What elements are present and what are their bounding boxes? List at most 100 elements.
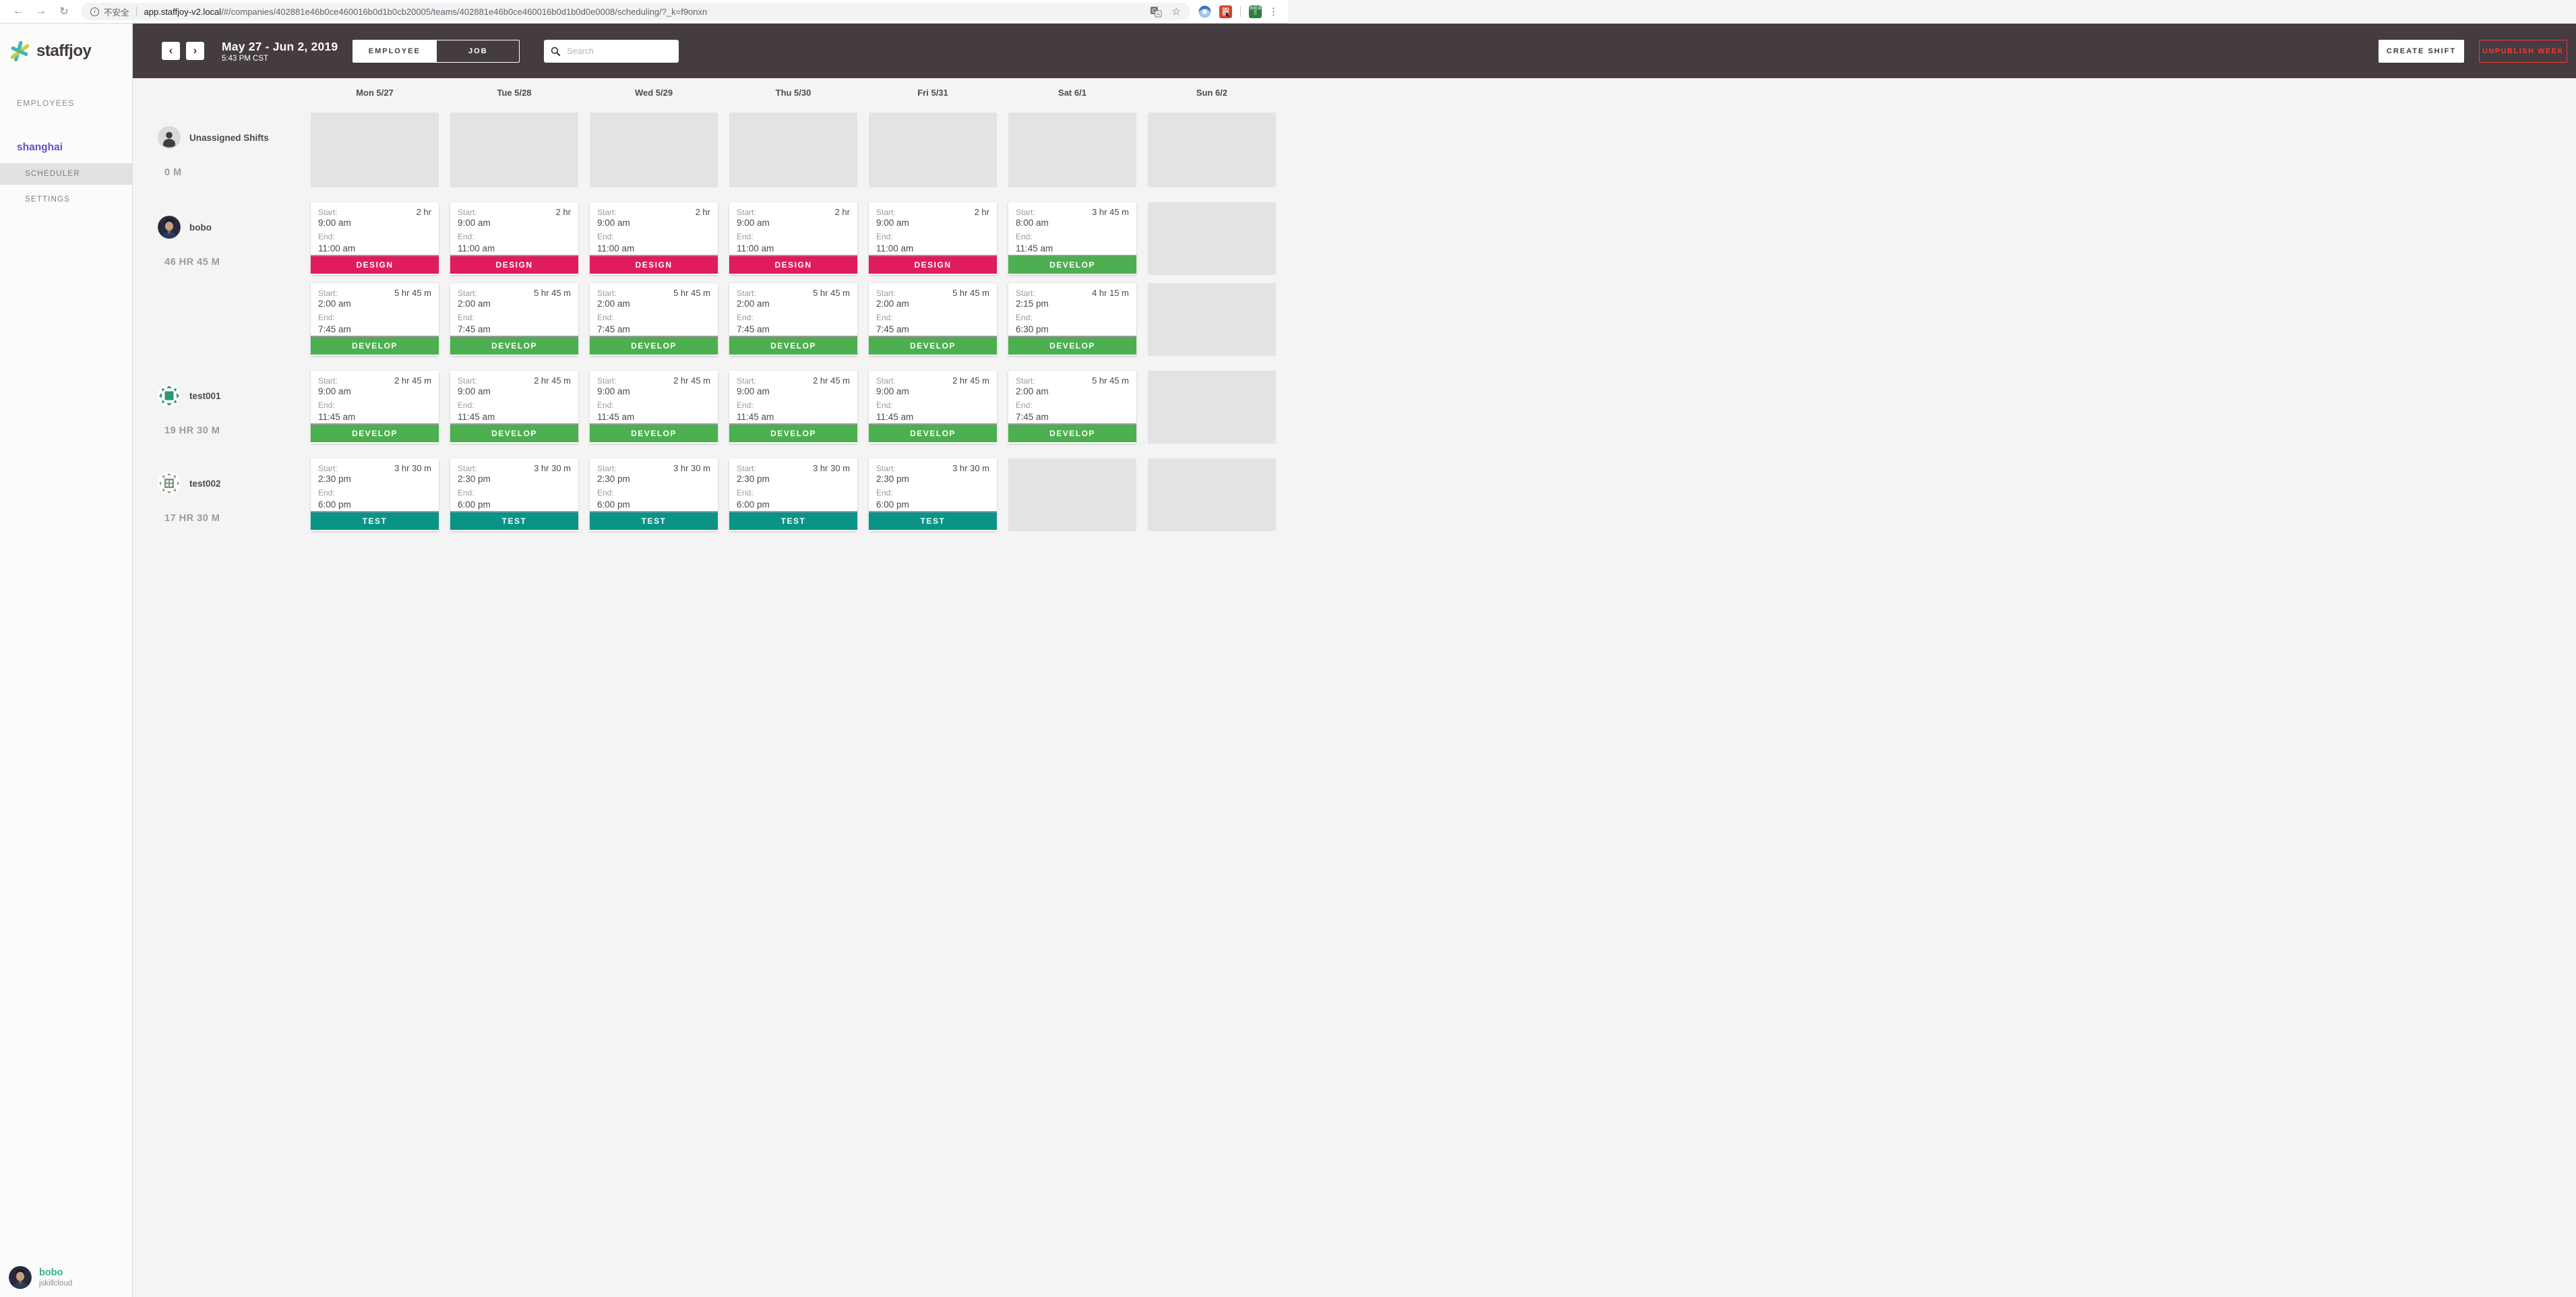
shift-card[interactable]: Start: 5 hr 45 m 2:00 am End: 7:45 am DEVELOP [869, 283, 997, 356]
shift-job-badge[interactable]: DEVELOP [450, 423, 578, 442]
shift-card[interactable]: Start: 2 hr 9:00 am End: 11:00 am DESIGN [450, 202, 578, 275]
shift-job-badge[interactable]: DESIGN [590, 255, 718, 274]
week-date-block: May 27 - Jun 2, 2019 5:43 PM CST [222, 40, 338, 63]
employee-row-label: bobo 46 HR 45 M [133, 202, 311, 356]
shift-card[interactable]: Start: 3 hr 30 m 2:30 pm End: 6:00 pm TEST [869, 458, 997, 531]
shift-job-badge[interactable]: TEST [311, 511, 439, 530]
shift-start-time: 2:15 pm [1016, 299, 1049, 309]
shift-job-badge[interactable]: DEVELOP [869, 336, 997, 355]
current-user[interactable]: bobo jskillcloud [9, 1266, 72, 1289]
shift-end-time: 11:45 am [1016, 243, 1053, 253]
extension-green-seal-icon[interactable]: 微掘课艺 [1249, 5, 1262, 18]
extension-red-atom-icon[interactable] [1219, 5, 1232, 18]
shift-end-time: 6:00 pm [318, 500, 351, 510]
shift-card[interactable]: Start: 2 hr 45 m 9:00 am End: 11:45 am DEVELO… [869, 371, 997, 444]
shift-job-badge[interactable]: DEVELOP [869, 423, 997, 442]
shift-job-badge[interactable]: DEVELOP [1008, 255, 1136, 274]
user-name: bobo [39, 1267, 63, 1278]
browser-back-icon[interactable]: ← [13, 5, 24, 17]
employee-name: Unassigned Shifts [189, 132, 269, 143]
shift-card[interactable]: Start: 2 hr 9:00 am End: 11:00 am DESIGN [311, 202, 439, 275]
info-icon[interactable]: i [90, 7, 99, 16]
shift-job-badge[interactable]: DESIGN [729, 255, 857, 274]
employee-weekly-hours: 17 HR 30 M [164, 513, 220, 524]
shift-card[interactable]: Start: 4 hr 15 m 2:15 pm End: 6:30 pm DEVELOP [1008, 283, 1136, 356]
shift-card[interactable]: Start: 2 hr 45 m 9:00 am End: 11:45 am DEVELO… [450, 371, 578, 444]
shift-job-badge[interactable]: DEVELOP [590, 336, 718, 355]
shift-job-badge[interactable]: DEVELOP [729, 336, 857, 355]
shift-duration: 5 hr 45 m [1092, 375, 1129, 386]
shift-job-badge[interactable]: DEVELOP [1008, 336, 1136, 355]
shift-job-badge[interactable]: TEST [450, 511, 578, 530]
employee-name: bobo [189, 222, 212, 233]
shift-job-badge[interactable]: DEVELOP [311, 336, 439, 355]
translate-icon[interactable]: G A [1150, 5, 1162, 18]
job-view-button[interactable]: JOB [436, 39, 520, 63]
shift-card[interactable]: Start: 3 hr 30 m 2:30 pm End: 6:00 pm TEST [590, 458, 718, 531]
shift-job-badge[interactable]: DESIGN [311, 255, 439, 274]
shift-card[interactable]: Start: 3 hr 30 m 2:30 pm End: 6:00 pm TEST [450, 458, 578, 531]
shift-card[interactable]: Start: 5 hr 45 m 2:00 am End: 7:45 am DEVELOP [1008, 371, 1136, 444]
staffjoy-logo[interactable]: staffjoy [0, 24, 132, 78]
browser-forward-icon[interactable]: → [36, 5, 47, 17]
sidebar-item-scheduler[interactable]: SCHEDULER [0, 163, 132, 185]
employee-name: test002 [189, 478, 221, 489]
shift-card[interactable]: Start: 5 hr 45 m 2:00 am End: 7:45 am DEVELOP [311, 283, 439, 356]
shift-card[interactable]: Start: 2 hr 9:00 am End: 11:00 am DESIGN [729, 202, 857, 275]
url-host: app.staffjoy-v2.local [144, 6, 222, 17]
extension-blue-swirl-icon[interactable] [1198, 5, 1211, 18]
shift-start-label: Start: [737, 376, 756, 386]
shift-end-label: End: [1016, 232, 1033, 241]
shift-start-label: Start: [318, 464, 338, 473]
shift-card[interactable]: Start: 5 hr 45 m 2:00 am End: 7:45 am DEVELOP [450, 283, 578, 356]
empty-shift-slot [729, 113, 857, 187]
shift-card[interactable]: Start: 2 hr 45 m 9:00 am End: 11:45 am DEVELO… [729, 371, 857, 444]
employee-row-label: test002 17 HR 30 M [133, 458, 311, 531]
shift-card[interactable]: Start: 3 hr 45 m 8:00 am End: 11:45 am DEVELO… [1008, 202, 1136, 275]
employee-schedule-row: bobo 46 HR 45 M Start: 2 hr 9:00 am End: 11:00… [133, 202, 2576, 356]
shift-job-badge[interactable]: TEST [869, 511, 997, 530]
shift-end-time: 6:00 pm [737, 500, 770, 510]
shift-card[interactable]: Start: 2 hr 9:00 am End: 11:00 am DESIGN [590, 202, 718, 275]
shift-job-badge[interactable]: DEVELOP [590, 423, 718, 442]
shift-card[interactable]: Start: 2 hr 45 m 9:00 am End: 11:45 am DEVELO… [311, 371, 439, 444]
next-week-button[interactable]: › [186, 42, 204, 60]
sidebar: staffjoy EMPLOYEES shanghai SCHEDULER SE… [0, 24, 133, 1297]
search-input[interactable] [544, 39, 679, 63]
page-url[interactable]: app.staffjoy-v2.local/#/companies/402881… [144, 7, 708, 17]
browser-menu-icon[interactable]: ⋮ [1268, 6, 1279, 18]
shift-job-badge[interactable]: DESIGN [450, 255, 578, 274]
shift-job-badge[interactable]: TEST [729, 511, 857, 530]
shift-start-time: 2:30 pm [876, 474, 909, 484]
shift-job-badge[interactable]: DEVELOP [450, 336, 578, 355]
sidebar-item-settings[interactable]: SETTINGS [25, 195, 71, 204]
sidebar-team-shanghai[interactable]: shanghai [17, 142, 63, 153]
day-header-label: Tue 5/28 [497, 87, 532, 98]
shift-card[interactable]: Start: 2 hr 9:00 am End: 11:00 am DESIGN [869, 202, 997, 275]
create-shift-button[interactable]: CREATE SHIFT [2379, 39, 2464, 63]
shift-job-badge[interactable]: DEVELOP [729, 423, 857, 442]
empty-shift-slot [869, 113, 997, 187]
shift-job-badge[interactable]: DEVELOP [1008, 423, 1136, 442]
bookmark-star-icon[interactable]: ☆ [1171, 6, 1181, 18]
prev-week-button[interactable]: ‹ [162, 42, 180, 60]
sidebar-item-employees[interactable]: EMPLOYEES [17, 98, 75, 108]
shift-job-badge[interactable]: DESIGN [869, 255, 997, 274]
shift-card[interactable]: Start: 3 hr 30 m 2:30 pm End: 6:00 pm TEST [729, 458, 857, 531]
shift-card[interactable]: Start: 5 hr 45 m 2:00 am End: 7:45 am DEVELOP [729, 283, 857, 356]
shift-start-time: 9:00 am [597, 386, 630, 396]
unpublish-week-button[interactable]: UNPUBLISH WEEK [2479, 39, 2567, 63]
browser-reload-icon[interactable]: ↻ [59, 6, 69, 18]
shift-card[interactable]: Start: 2 hr 45 m 9:00 am End: 11:45 am DEVELO… [590, 371, 718, 444]
employee-view-button[interactable]: EMPLOYEE [352, 39, 437, 63]
shift-job-badge[interactable]: TEST [590, 511, 718, 530]
shift-start-label: Start: [876, 208, 896, 217]
shift-card[interactable]: Start: 3 hr 30 m 2:30 pm End: 6:00 pm TEST [311, 458, 439, 531]
shift-start-time: 9:00 am [737, 218, 770, 228]
shift-job-badge[interactable]: DEVELOP [311, 423, 439, 442]
shift-end-label: End: [458, 232, 474, 241]
shift-end-label: End: [597, 488, 614, 497]
shift-end-label: End: [318, 232, 335, 241]
shift-card[interactable]: Start: 5 hr 45 m 2:00 am End: 7:45 am DEVELOP [590, 283, 718, 356]
address-bar[interactable]: i 不安全 app.staffjoy-v2.local/#/companies/… [81, 3, 1190, 20]
